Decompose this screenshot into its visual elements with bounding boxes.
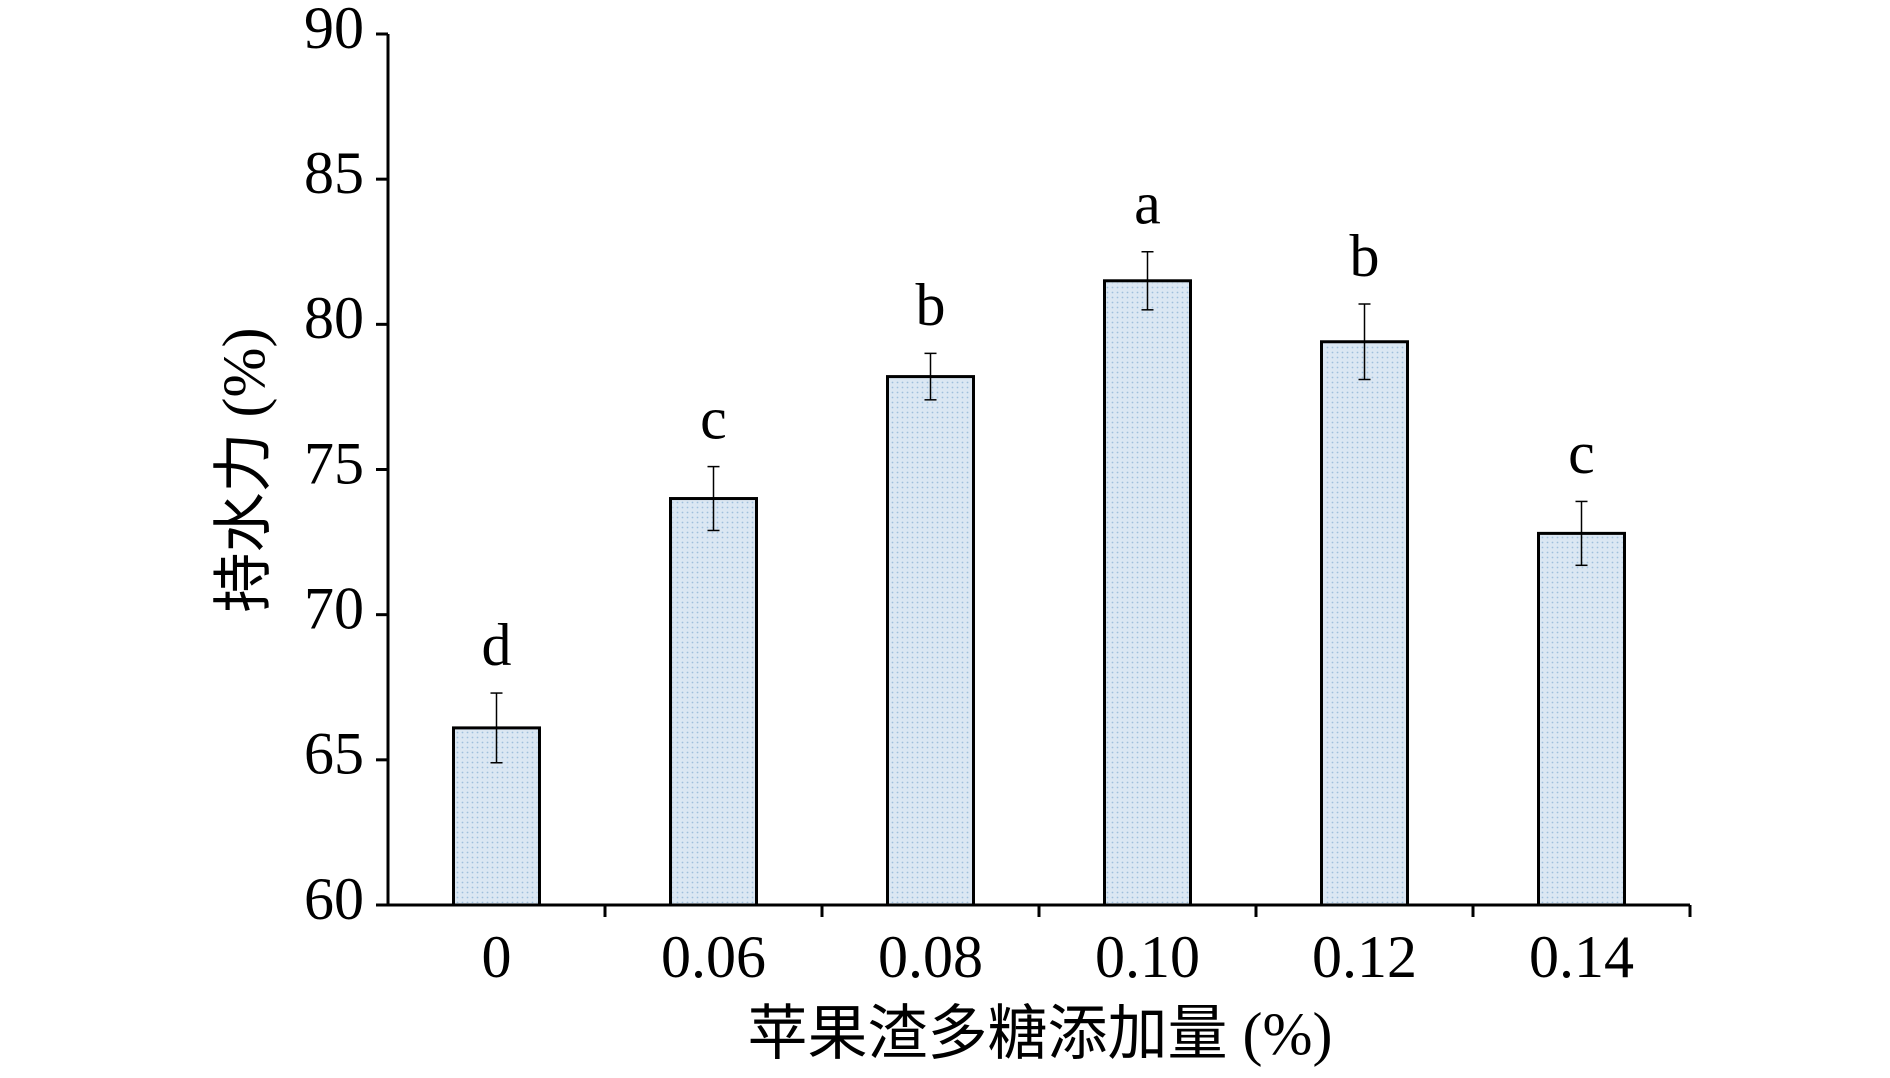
bar-texture [1323, 343, 1406, 904]
x-tick-label: 0.12 [1312, 924, 1417, 990]
y-tick-label: 60 [304, 866, 364, 932]
bar-texture [672, 500, 755, 903]
y-tick-label: 85 [304, 140, 364, 206]
significance-letter: b [916, 272, 946, 338]
significance-letter: c [1568, 420, 1595, 486]
significance-letter: d [482, 612, 512, 678]
x-tick-label: 0.14 [1529, 924, 1634, 990]
x-tick-label: 0.08 [878, 924, 983, 990]
significance-letter: a [1134, 171, 1161, 237]
bar-texture [1106, 282, 1189, 903]
significance-letter: b [1350, 223, 1380, 289]
y-tick-label: 75 [304, 430, 364, 496]
y-tick-label: 90 [304, 0, 364, 61]
y-tick-label: 70 [304, 575, 364, 641]
significance-letter: c [700, 385, 727, 451]
bar-texture [889, 378, 972, 903]
x-axis-label: 苹果渣多糖添加量 (%) [748, 1001, 1333, 1067]
x-tick-label: 0 [482, 924, 512, 990]
x-tick-label: 0.10 [1095, 924, 1200, 990]
x-tick-label: 0.06 [661, 924, 766, 990]
y-tick-label: 80 [304, 285, 364, 351]
y-tick-label: 65 [304, 721, 364, 787]
bar-texture [1540, 535, 1623, 903]
y-axis-label: 持水力 (%) [211, 328, 277, 613]
